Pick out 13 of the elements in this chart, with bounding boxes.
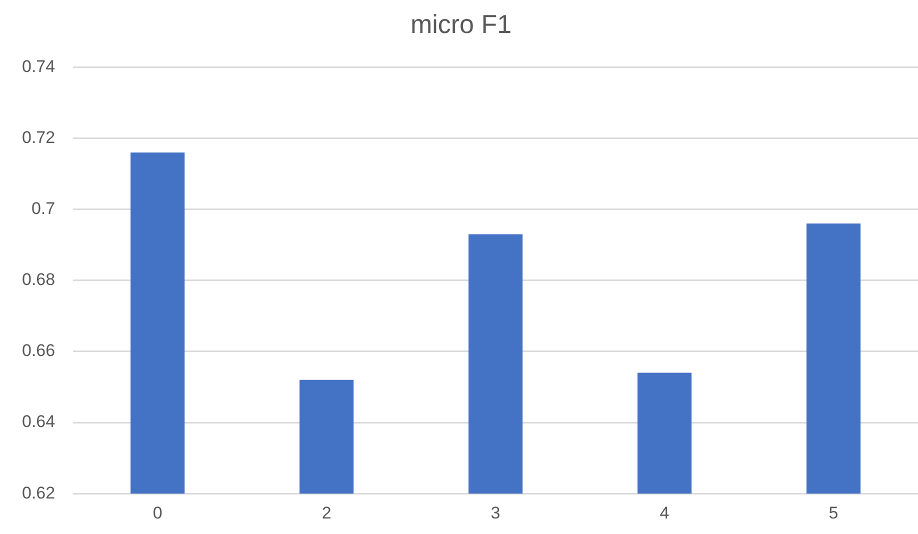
y-tick-label: 0.66 [22, 341, 56, 360]
y-tick-label: 0.74 [22, 56, 56, 76]
x-tick-label: 2 [322, 503, 332, 522]
y-tick-label: 0.72 [22, 128, 56, 147]
chart-title: micro F1 [410, 8, 512, 39]
x-tick-label: 0 [152, 503, 162, 522]
x-tick-label: 4 [660, 503, 670, 522]
y-tick-label: 0.64 [22, 412, 56, 432]
y-tick-label: 0.68 [22, 270, 56, 290]
y-tick-label: 0.62 [22, 483, 56, 502]
y-tick-label: 0.7 [31, 199, 56, 218]
x-tick-label: 5 [828, 503, 838, 522]
x-tick-label: 3 [490, 503, 500, 522]
